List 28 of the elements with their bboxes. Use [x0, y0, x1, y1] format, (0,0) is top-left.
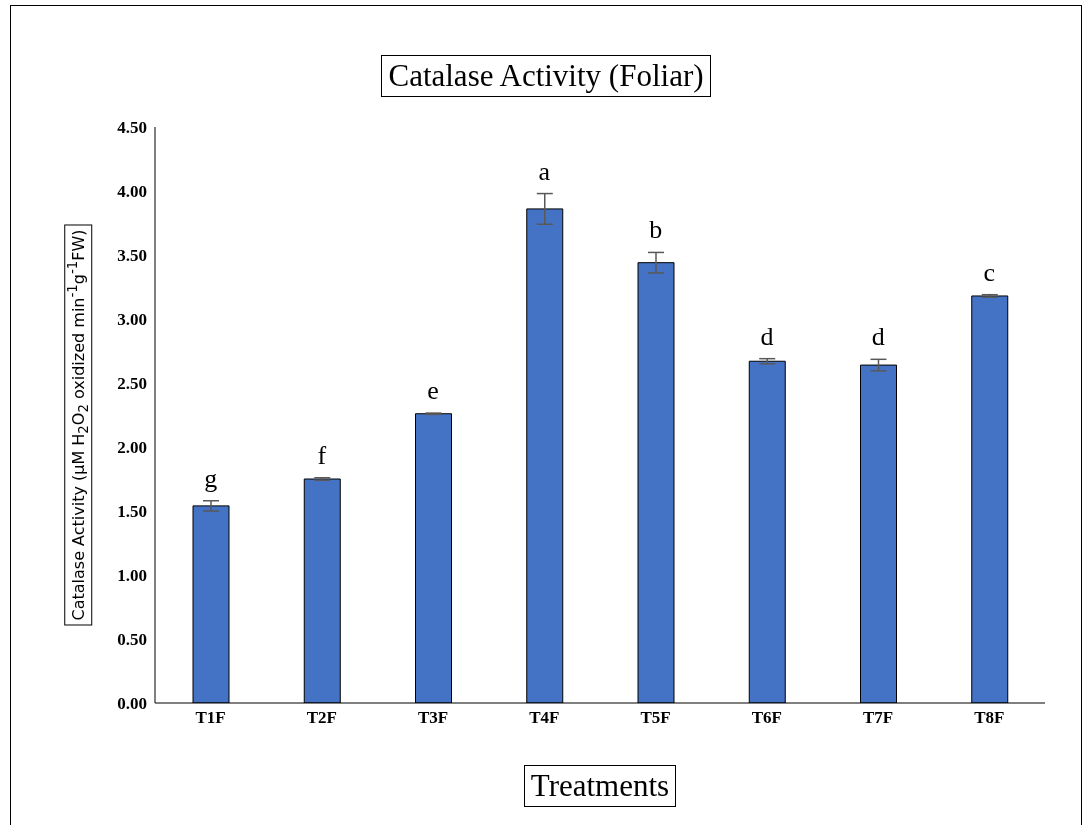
annotation: a	[538, 156, 551, 186]
y-tick-label: 3.00	[117, 310, 147, 330]
x-tick-label: T3F	[418, 708, 449, 728]
annotation: d	[760, 321, 774, 351]
annotation: e	[427, 376, 439, 406]
y-tick-label: 4.00	[117, 182, 147, 202]
y-tick-label: 2.00	[117, 438, 147, 458]
x-tick-label: T1F	[195, 708, 226, 728]
x-axis-title: Treatments	[523, 765, 677, 807]
x-tick-label: T5F	[640, 708, 671, 728]
x-tick-label: T7F	[863, 708, 894, 728]
y-tick-label: 4.50	[117, 118, 147, 138]
annotation: g	[204, 463, 218, 493]
y-tick-label: 2.50	[117, 374, 147, 394]
annotation: b	[649, 215, 663, 245]
y-tick-label: 3.50	[117, 246, 147, 266]
annotation: c	[983, 257, 996, 287]
y-tick-label: 0.50	[117, 630, 147, 650]
annotation: d	[871, 322, 885, 352]
x-tick-label: T8F	[974, 708, 1005, 728]
chart-title: Catalase Activity (Foliar)	[381, 55, 711, 97]
y-tick-label: 1.00	[117, 566, 147, 586]
x-tick-label: T2F	[306, 708, 337, 728]
x-tick-label: T6F	[751, 708, 782, 728]
x-tick-label: T4F	[529, 708, 560, 728]
annotation: f	[317, 440, 327, 470]
y-tick-label: 0.00	[117, 694, 147, 714]
y-tick-label: 1.50	[117, 502, 147, 522]
